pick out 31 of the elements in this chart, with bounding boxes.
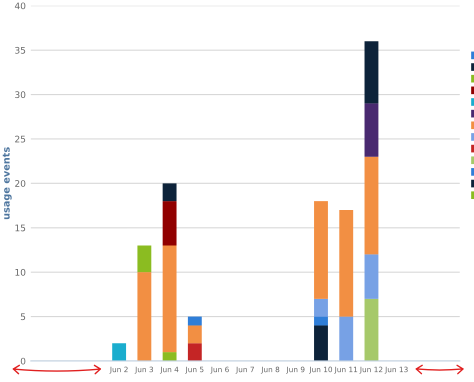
y-axis-title: usage events (2, 147, 12, 220)
bar (137, 246, 152, 272)
bar (314, 298, 328, 317)
bar (137, 272, 152, 361)
bar (112, 343, 126, 361)
bar (364, 41, 378, 104)
bar (162, 352, 177, 361)
y-tick-label: 15 (15, 224, 26, 232)
y-tick-label: 25 (15, 136, 26, 143)
y-tick-label: 0 (20, 358, 26, 365)
bar (364, 298, 378, 361)
y-tick-label: 40 (14, 2, 26, 10)
bar (314, 201, 328, 299)
y-tick-label: 20 (15, 180, 26, 187)
bar (188, 325, 202, 344)
bar (314, 316, 328, 326)
bar (162, 183, 177, 202)
y-tick-label: 30 (15, 91, 26, 98)
bar (188, 343, 202, 361)
bar (162, 246, 177, 352)
bar (162, 201, 177, 246)
bar (364, 103, 378, 157)
bar (364, 156, 378, 254)
y-tick-label: 10 (15, 268, 26, 276)
bar (339, 210, 354, 317)
bar (314, 325, 328, 361)
y-tick-label: 35 (15, 46, 26, 54)
bar (339, 316, 354, 361)
bar (188, 316, 202, 326)
y-tick-label: 5 (20, 313, 26, 320)
bar (364, 254, 378, 299)
